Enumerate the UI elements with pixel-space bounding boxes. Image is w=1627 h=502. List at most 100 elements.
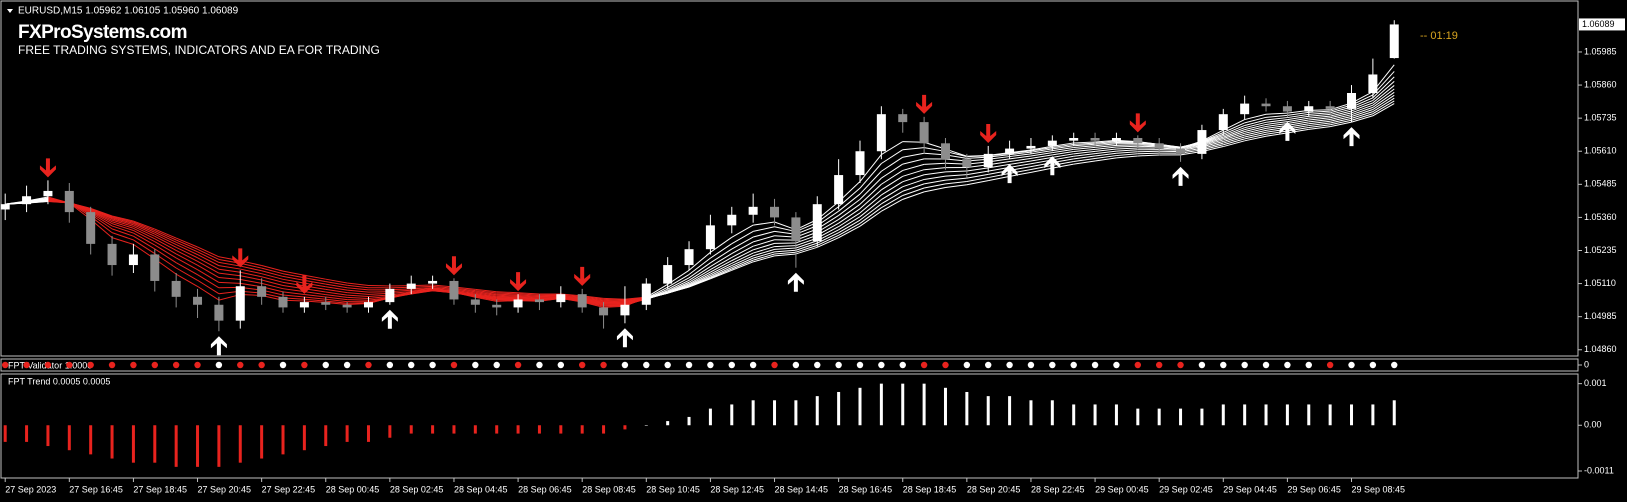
ma-line — [838, 222, 861, 236]
ma-line — [603, 300, 625, 303]
ma-line — [282, 275, 305, 281]
ma-line — [475, 294, 497, 298]
ma-line — [133, 220, 155, 230]
ma-line — [1244, 125, 1267, 132]
ma-line — [325, 300, 348, 304]
ma-line — [881, 195, 903, 209]
ma-line — [1009, 151, 1032, 156]
ma-line — [325, 283, 348, 289]
validator-dot — [44, 361, 52, 369]
ma-line — [175, 244, 198, 256]
candle-body — [940, 143, 950, 160]
ma-line — [175, 249, 198, 262]
ma-line — [518, 296, 540, 299]
trend-bar — [751, 400, 755, 426]
candle-body — [235, 286, 245, 321]
candle-body — [1111, 138, 1121, 141]
y-tick-label: 0 — [1584, 359, 1589, 369]
ma-line — [710, 268, 732, 279]
ma-line — [1073, 157, 1096, 162]
ma-line — [218, 265, 241, 270]
validator-dot — [343, 361, 351, 369]
validator-dot — [600, 361, 607, 369]
ma-line — [1030, 150, 1053, 155]
validator-dot — [23, 361, 30, 369]
ma-line — [261, 265, 284, 272]
ma-line — [838, 203, 861, 220]
ma-line — [1372, 81, 1395, 101]
trend-bar — [623, 425, 627, 430]
ma-line — [710, 267, 732, 278]
ma-line — [111, 228, 134, 237]
candle-body — [983, 153, 993, 168]
y-tick-label: 1.05485 — [1584, 179, 1617, 189]
candle-body — [385, 288, 395, 303]
trend-bar — [388, 425, 392, 438]
validator-dot — [1091, 361, 1099, 369]
candle-body — [43, 190, 53, 197]
ma-line — [1073, 148, 1096, 152]
ma-line — [111, 225, 134, 234]
ma-line — [261, 273, 284, 280]
sell-arrow — [916, 94, 933, 114]
ma-line — [1223, 129, 1245, 138]
validator-dot — [621, 361, 629, 369]
ma-line — [859, 203, 882, 221]
candle-body — [919, 122, 929, 144]
menu-triangle — [7, 9, 13, 13]
ma-line — [111, 216, 134, 223]
ma-line — [133, 222, 155, 233]
ma-line — [197, 248, 220, 260]
candle-body — [556, 294, 566, 303]
y-tick-label: 1.05235 — [1584, 245, 1617, 255]
trend-bar — [1243, 404, 1247, 426]
validator-dot — [1284, 361, 1291, 369]
ma-line — [667, 277, 690, 290]
ma-line — [197, 264, 220, 278]
validator-dot — [1070, 361, 1077, 369]
ma-line — [154, 241, 177, 255]
ma-line — [1073, 146, 1096, 150]
ma-line — [347, 287, 369, 291]
candle-body — [599, 307, 609, 316]
ma-line — [859, 199, 882, 218]
ma-line — [688, 269, 711, 283]
ma-line — [1073, 160, 1096, 165]
bar-countdown: -- 01:19 — [1420, 30, 1458, 42]
ma-line — [411, 289, 433, 293]
ma-line — [945, 174, 967, 177]
ma-line — [347, 284, 369, 289]
ma-line — [133, 227, 156, 240]
ma-line — [1372, 88, 1395, 106]
validator-dot — [1262, 361, 1270, 369]
ma-line — [1265, 132, 1288, 137]
ma-line — [859, 177, 882, 200]
ma-line — [1244, 135, 1267, 142]
ma-line — [1308, 117, 1331, 121]
ma-line — [1351, 109, 1374, 118]
trend-title: FPT Trend 0.0005 0.0005 — [8, 376, 110, 386]
ma-line — [774, 245, 796, 248]
ma-line — [1009, 155, 1032, 160]
trend-bar — [1157, 408, 1161, 426]
ma-line — [1073, 143, 1096, 147]
ma-line — [111, 218, 134, 226]
ma-line — [902, 163, 925, 171]
candle-body — [1218, 114, 1228, 131]
ma-line — [197, 254, 220, 267]
candle-body — [257, 286, 267, 297]
validator-dot — [258, 361, 265, 369]
ma-line — [111, 217, 134, 224]
trend-bar — [452, 425, 456, 434]
ma-line — [753, 251, 775, 259]
ma-line — [859, 163, 882, 189]
ma-line — [518, 297, 540, 300]
buy-arrow — [381, 309, 398, 329]
ma-line — [902, 187, 925, 196]
trend-bar — [196, 425, 200, 467]
y-tick-label: 0.00 — [1584, 420, 1602, 430]
validator-dot — [685, 361, 693, 369]
ma-line — [1223, 125, 1245, 135]
ma-line — [924, 183, 946, 189]
ma-line — [1009, 171, 1032, 177]
